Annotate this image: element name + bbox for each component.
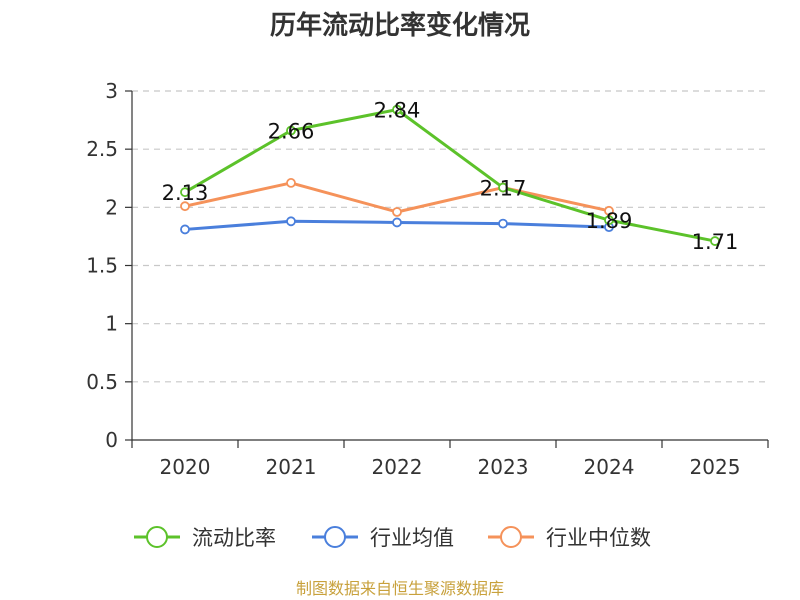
x-tick-label: 2024 — [584, 455, 635, 479]
data-point — [180, 187, 190, 198]
legend-item[interactable]: 流动比率 — [134, 526, 276, 550]
legend-label: 行业中位数 — [546, 526, 651, 550]
legend-circle-icon — [146, 526, 168, 548]
y-tick-label: 0.5 — [86, 370, 118, 394]
y-tick-label: 1.5 — [86, 254, 118, 278]
source-note: 制图数据来自恒生聚源数据库 — [296, 579, 504, 598]
data-point — [286, 216, 296, 227]
data-point — [286, 125, 296, 136]
y-tick-label: 0 — [105, 428, 118, 452]
chart-title: 历年流动比率变化情况 — [270, 10, 530, 41]
x-tick-label: 2022 — [372, 455, 423, 479]
legend-item[interactable]: 行业均值 — [312, 526, 454, 550]
data-point — [392, 104, 402, 115]
data-label: 1.71 — [692, 230, 739, 254]
data-point — [180, 224, 190, 235]
legend-label: 流动比率 — [192, 526, 276, 550]
data-label: 2.84 — [374, 99, 421, 123]
y-tick-label: 1 — [105, 312, 118, 336]
y-tick-label: 2 — [105, 195, 118, 219]
data-label: 2.66 — [268, 120, 315, 144]
data-point — [392, 217, 402, 228]
x-axis-ticks: 2020 2021 2022 2023 2024 2025 — [131, 440, 769, 479]
legend-circle-icon — [324, 526, 346, 548]
x-tick-label: 2023 — [478, 455, 529, 479]
data-point — [710, 236, 720, 246]
grid-lines — [132, 90, 768, 383]
data-label: 2.13 — [162, 181, 209, 205]
x-tick-label: 2020 — [160, 455, 211, 479]
data-point — [392, 207, 402, 217]
y-tick-label: 2.5 — [86, 137, 118, 161]
data-labels: 2.13 2.66 2.84 2.17 1.89 1.71 — [162, 99, 739, 254]
x-tick-label: 2021 — [266, 455, 317, 479]
data-point — [604, 215, 614, 226]
legend-item[interactable]: 行业中位数 — [488, 526, 651, 550]
legend-label: 行业均值 — [370, 526, 454, 550]
data-point — [498, 182, 508, 193]
legend-circle-icon — [500, 526, 522, 548]
data-label: 1.89 — [586, 209, 633, 233]
x-tick-label: 2025 — [690, 455, 741, 479]
y-tick-label: 3 — [105, 79, 118, 103]
data-point — [180, 201, 190, 212]
data-point — [498, 218, 508, 229]
y-axis-ticks: 0 0.5 1 1.5 2 2.5 3 — [86, 79, 132, 452]
series-group — [180, 104, 720, 246]
data-point — [604, 205, 614, 216]
data-label: 2.17 — [480, 177, 527, 201]
legend[interactable]: 流动比率 行业均值 行业中位数 — [134, 526, 651, 550]
data-point — [286, 178, 296, 188]
series-line — [184, 108, 716, 243]
